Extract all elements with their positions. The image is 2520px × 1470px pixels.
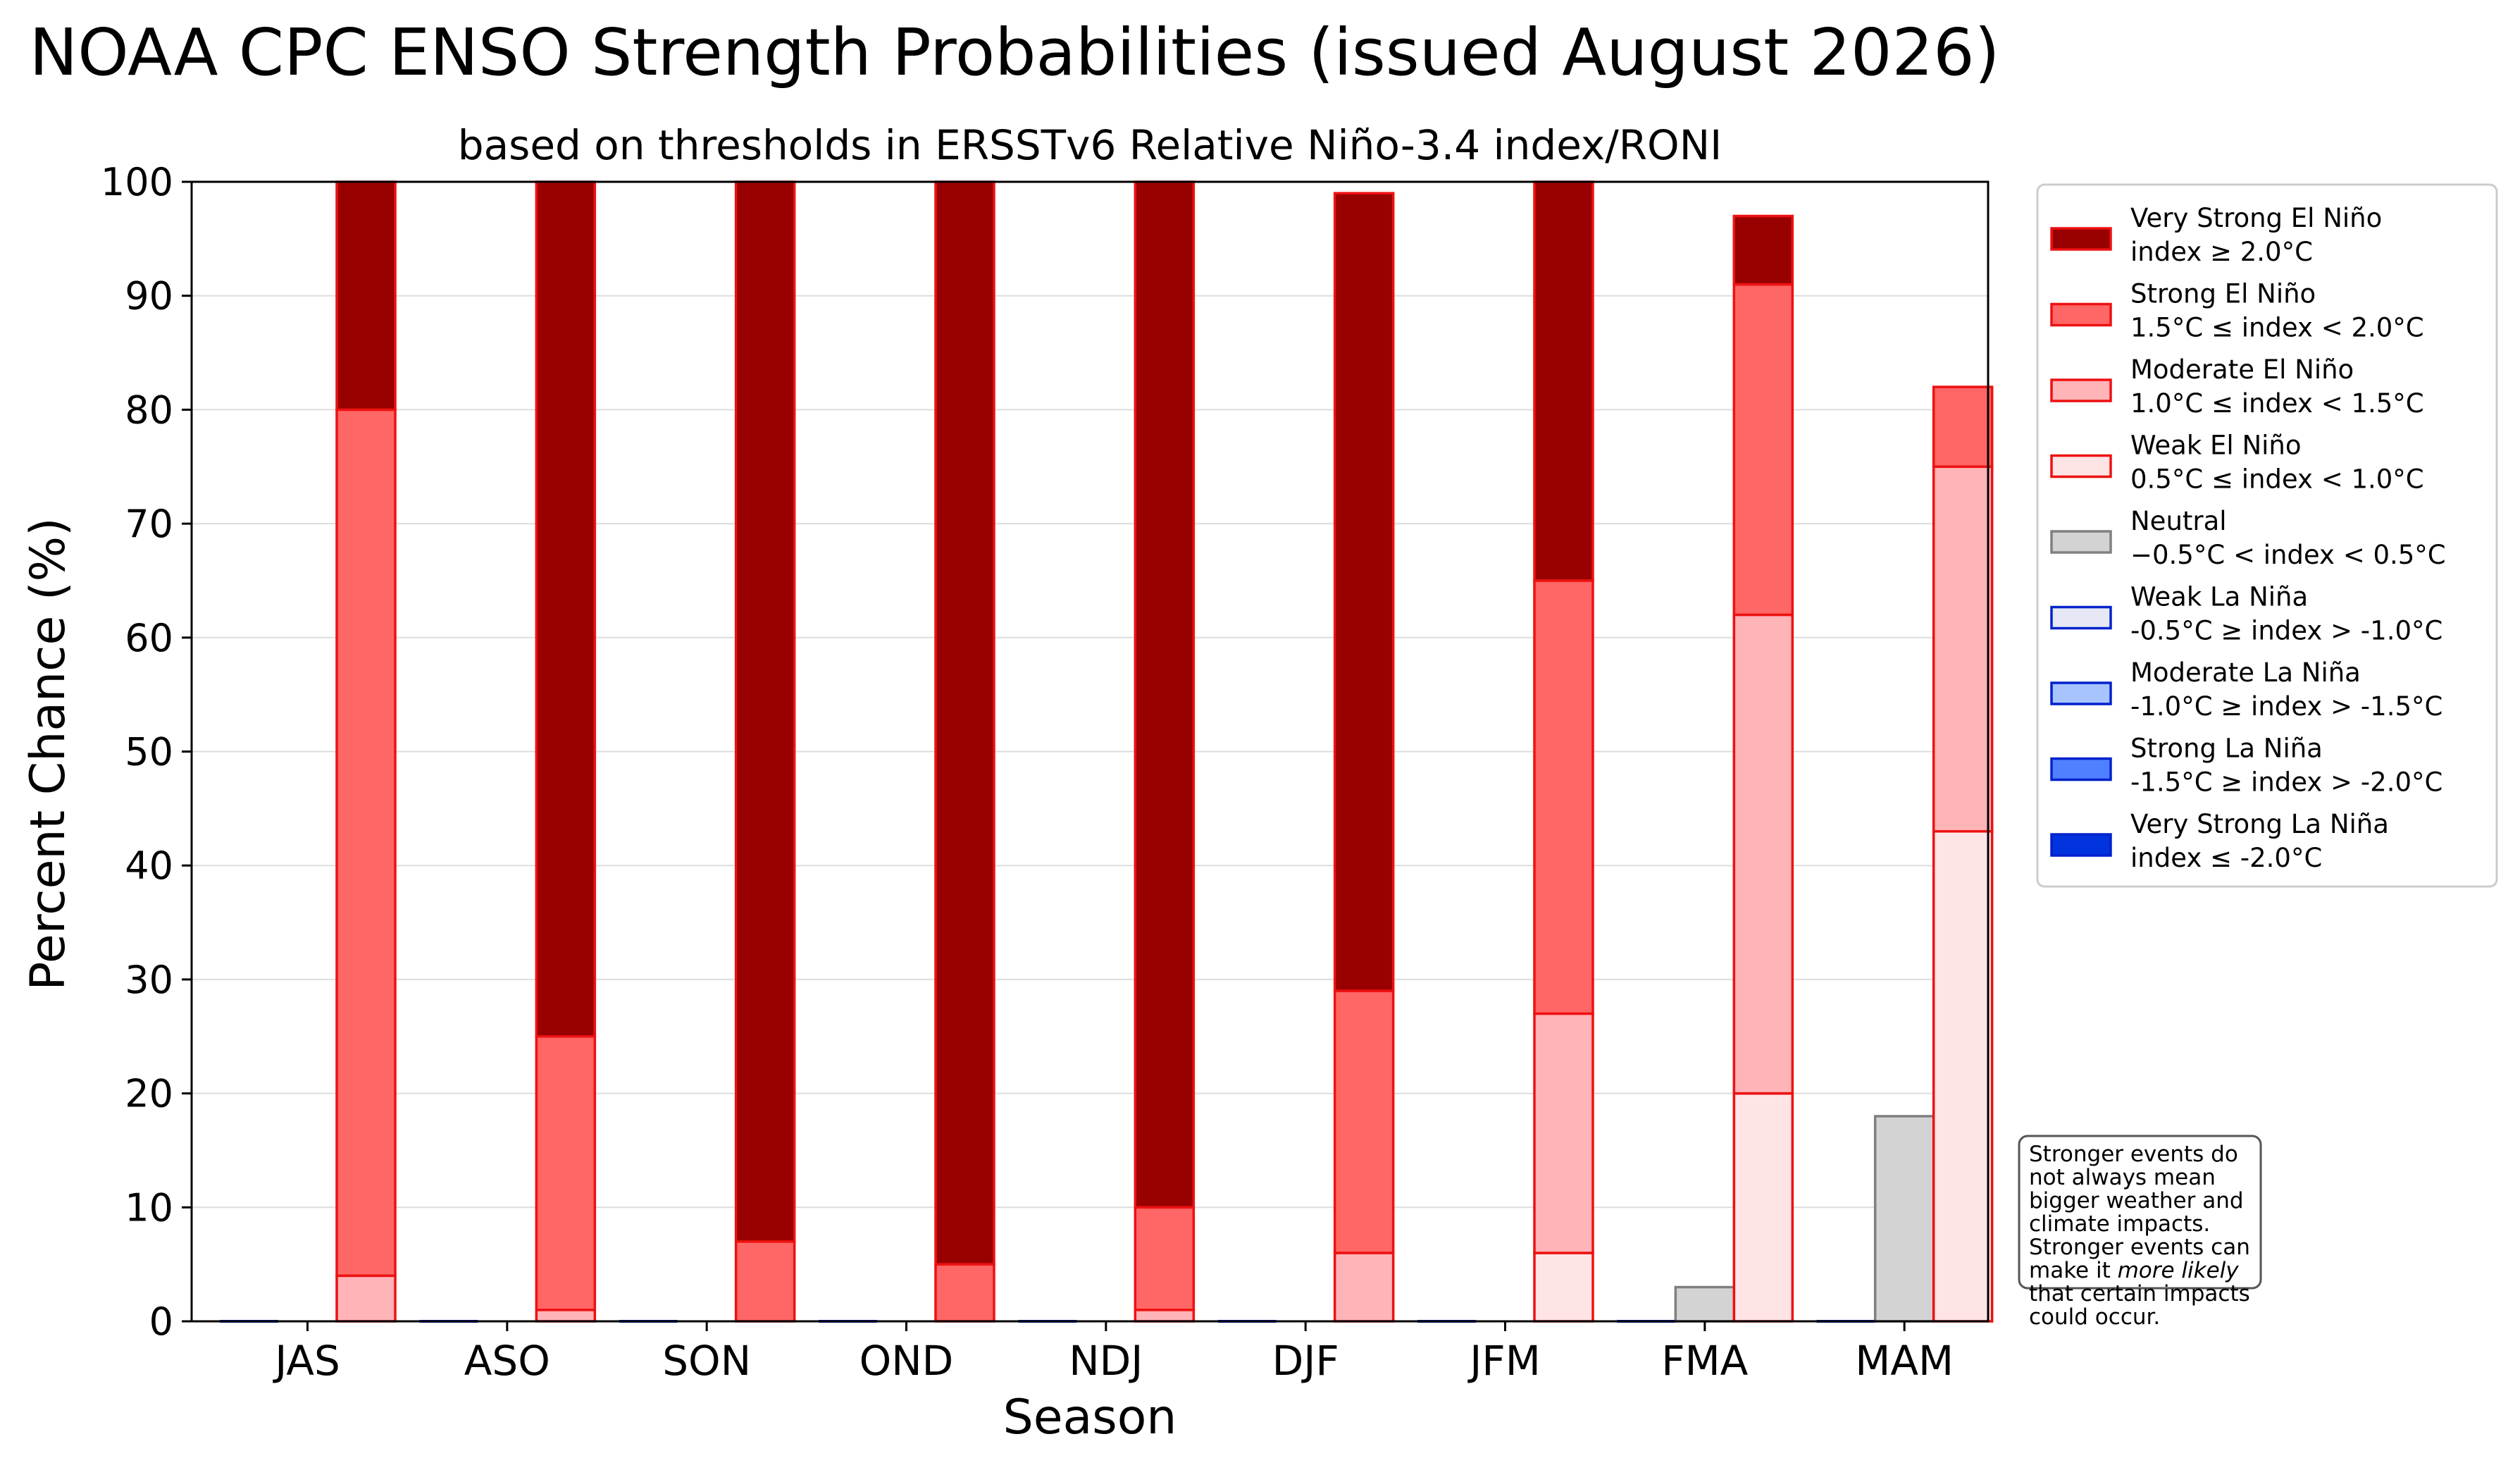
el-nino-strong-el-ni-o-bar-jas: [335, 408, 397, 1278]
legend-label-moderate-la-ni-a: Moderate La Niña: [2130, 657, 2361, 688]
el-nino-strong-el-ni-o-bar-ndj: [1134, 1206, 1196, 1311]
note-text-end: that certain impacts could occur.: [2029, 1281, 2250, 1330]
x-tick-label-jfm: JFM: [1467, 1337, 1541, 1385]
el-nino-strong-el-ni-o-bar-mam: [1932, 385, 1994, 468]
el-nino-strong-el-ni-o-bar-ond: [934, 1263, 995, 1323]
legend-swatch-weak-la-ni-a: [2050, 605, 2112, 630]
el-nino-very-strong-el-ni-o-bar-ndj: [1134, 180, 1196, 1209]
el-nino-very-strong-el-ni-o-bar-jas: [335, 180, 397, 412]
y-tick-label-90: 90: [125, 274, 173, 319]
el-nino-weak-el-ni-o-bar-mam: [1932, 829, 1994, 1323]
annotation-box: [2018, 1135, 2262, 1290]
bars: [220, 180, 1994, 1323]
el-nino-moderate-el-ni-o-bar-fma: [1732, 613, 1794, 1095]
legend-swatch-strong-el-ni-o: [2050, 302, 2112, 327]
el-nino-very-strong-el-ni-o-bar-jfm: [1533, 180, 1594, 582]
el-nino-very-strong-el-ni-o-bar-ond: [934, 180, 995, 1266]
y-tick-label-50: 50: [125, 730, 173, 774]
legend-range-strong-la-ni-a: -1.5°C ≥ index > -2.0°C: [2130, 767, 2443, 798]
y-tick-label-70: 70: [125, 502, 173, 546]
el-nino-very-strong-el-ni-o-bar-aso: [535, 180, 597, 1038]
legend-swatch-moderate-el-ni-o: [2050, 378, 2112, 402]
annotation-note: Stronger events do not always mean bigge…: [2019, 1136, 2261, 1329]
el-nino-strong-el-ni-o-bar-jfm: [1533, 579, 1594, 1015]
legend-swatch-very-strong-la-ni-a: [2050, 833, 2112, 857]
legend-label-moderate-el-ni-o: Moderate El Niño: [2130, 354, 2354, 385]
note-text-start: Stronger events do not always mean bigge…: [2029, 1142, 2250, 1283]
el-nino-weak-el-ni-o-bar-jfm: [1533, 1252, 1594, 1323]
x-tick-label-ond: OND: [859, 1337, 954, 1385]
y-tick-label-80: 80: [125, 388, 173, 432]
legend-box: [2036, 183, 2498, 888]
legend-range-moderate-la-ni-a: -1.0°C ≥ index > -1.5°C: [2130, 691, 2443, 722]
legend-label-weak-el-ni-o: Weak El Niño: [2130, 431, 2302, 461]
el-nino-strong-el-ni-o-bar-djf: [1333, 989, 1395, 1254]
el-nino-strong-el-ni-o-bar-son: [734, 1240, 796, 1323]
el-nino-strong-el-ni-o-bar-aso: [535, 1035, 597, 1311]
legend-range-very-strong-el-ni-o: index ≥ 2.0°C: [2130, 237, 2313, 267]
y-tick-label-0: 0: [149, 1299, 173, 1344]
x-tick-label-djf: DJF: [1272, 1337, 1339, 1385]
y-tick-label-60: 60: [125, 616, 173, 660]
grid-lines: [192, 295, 1988, 1209]
el-nino-moderate-el-ni-o-bar-ndj: [1134, 1309, 1196, 1323]
x-axis-label: Season: [1003, 1390, 1177, 1445]
x-tick-label-ndj: NDJ: [1069, 1337, 1143, 1385]
legend-swatch-strong-la-ni-a: [2050, 757, 2112, 782]
y-axis-label: Percent Chance (%): [20, 517, 76, 990]
el-nino-moderate-el-ni-o-bar-jfm: [1533, 1012, 1594, 1254]
el-nino-very-strong-el-ni-o-bar-son: [734, 180, 796, 1243]
el-nino-moderate-el-ni-o-bar-djf: [1333, 1252, 1395, 1323]
chart-subtitle: based on thresholds in ERSSTv6 Relative …: [458, 121, 1722, 169]
el-nino-weak-el-ni-o-bar-fma: [1732, 1092, 1794, 1323]
legend-label-weak-la-ni-a: Weak La Niña: [2130, 582, 2308, 612]
legend-swatch-weak-el-ni-o: [2050, 454, 2112, 478]
y-tick-label-20: 20: [125, 1072, 173, 1116]
y-tick-label-10: 10: [125, 1185, 173, 1230]
legend-label-strong-la-ni-a: Strong La Niña: [2130, 734, 2323, 764]
el-nino-very-strong-el-ni-o-bar-djf: [1333, 192, 1395, 992]
legend-label-very-strong-el-ni-o: Very Strong El Niño: [2130, 203, 2382, 233]
x-tick-label-son: SON: [662, 1337, 751, 1385]
plot-frame: [190, 180, 1990, 1323]
legend-label-very-strong-la-ni-a: Very Strong La Niña: [2130, 809, 2389, 839]
axes: 0 10 20 30 40 50 60 70 80 90 100 JAS ASO SON OND NDJ DJF…: [101, 160, 1990, 1385]
legend-range-very-strong-la-ni-a: index ≤ -2.0°C: [2130, 843, 2322, 873]
el-nino-moderate-el-ni-o-bar-mam: [1932, 465, 1994, 833]
legend-swatch-moderate-la-ni-a: [2050, 681, 2112, 705]
y-tick-label-30: 30: [125, 958, 173, 1002]
el-nino-moderate-el-ni-o-bar-jas: [335, 1274, 397, 1323]
legend-range-neutral: −0.5°C < index < 0.5°C: [2130, 540, 2446, 570]
chart-title: NOAA CPC ENSO Strength Probabilities (is…: [29, 15, 1999, 90]
el-nino-very-strong-el-ni-o-bar-fma: [1732, 214, 1794, 286]
x-tick-label-aso: ASO: [464, 1337, 550, 1385]
legend-swatch-neutral: [2050, 530, 2112, 554]
legend-label-strong-el-ni-o: Strong El Niño: [2130, 279, 2316, 309]
legend-range-moderate-el-ni-o: 1.0°C ≤ index < 1.5°C: [2130, 388, 2424, 419]
neutral-bar-fma: [1674, 1285, 1736, 1323]
legend-range-strong-el-ni-o: 1.5°C ≤ index < 2.0°C: [2130, 313, 2424, 343]
el-nino-moderate-el-ni-o-bar-aso: [535, 1309, 597, 1323]
x-tick-label-fma: FMA: [1661, 1337, 1748, 1385]
x-tick-label-jas: JAS: [273, 1337, 340, 1385]
legend: Very Strong El Niño index ≥ 2.0°C Strong E…: [2036, 183, 2498, 888]
legend-range-weak-el-ni-o: 0.5°C ≤ index < 1.0°C: [2130, 464, 2424, 495]
y-tick-label-100: 100: [101, 160, 173, 204]
legend-label-neutral: Neutral: [2130, 506, 2227, 536]
y-tick-label-40: 40: [125, 844, 173, 888]
neutral-bar-mam: [1873, 1115, 1935, 1323]
el-nino-strong-el-ni-o-bar-fma: [1732, 283, 1794, 617]
x-tick-label-mam: MAM: [1855, 1337, 1954, 1385]
note-emphasis: more likely: [2117, 1258, 2239, 1283]
legend-swatch-very-strong-el-ni-o: [2050, 227, 2112, 251]
legend-range-weak-la-ni-a: -0.5°C ≥ index > -1.0°C: [2130, 616, 2443, 646]
